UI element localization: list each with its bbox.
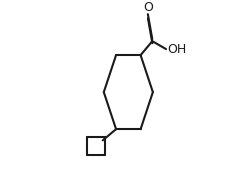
Text: OH: OH bbox=[167, 43, 186, 56]
Text: O: O bbox=[143, 1, 153, 14]
